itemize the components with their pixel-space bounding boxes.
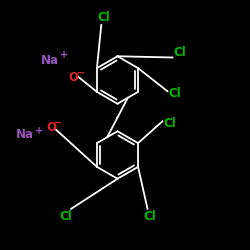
Text: −: − [54,118,62,128]
Text: Cl: Cl [168,87,181,100]
Text: Cl: Cl [60,210,72,223]
Text: Cl: Cl [98,11,110,24]
Text: O: O [69,71,79,84]
Text: Na: Na [41,54,59,66]
Text: Na: Na [16,128,34,141]
Text: Cl: Cl [144,210,156,223]
Text: Cl: Cl [164,117,176,130]
Text: O: O [46,121,56,134]
Text: Cl: Cl [174,46,186,59]
Text: −: − [77,68,85,78]
Text: +: + [60,50,68,60]
Text: +: + [35,126,43,136]
